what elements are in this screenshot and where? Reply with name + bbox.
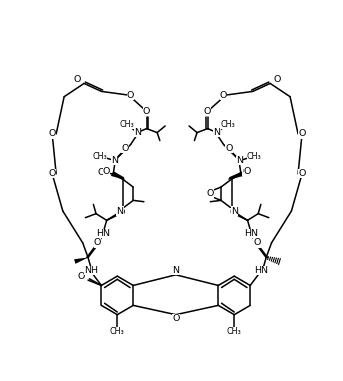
Text: O: O: [48, 169, 56, 178]
Text: O: O: [204, 107, 211, 116]
Text: O: O: [298, 130, 306, 138]
Text: O: O: [143, 107, 150, 116]
Text: N: N: [117, 207, 123, 216]
Text: O: O: [74, 75, 81, 84]
Text: HN: HN: [96, 229, 110, 238]
Text: CH₃: CH₃: [93, 152, 107, 161]
Text: N: N: [172, 266, 179, 275]
Text: O: O: [273, 75, 281, 84]
Text: N: N: [111, 156, 118, 165]
Text: O: O: [253, 239, 261, 247]
Text: N: N: [213, 128, 221, 137]
Text: CH₃: CH₃: [119, 120, 134, 129]
Text: HN: HN: [245, 229, 259, 238]
Text: NH: NH: [84, 266, 98, 275]
Text: O: O: [48, 130, 56, 138]
Text: O: O: [229, 208, 237, 217]
Text: CH₃: CH₃: [247, 152, 262, 161]
Polygon shape: [111, 172, 123, 179]
Text: O: O: [225, 144, 233, 153]
Text: O: O: [206, 189, 214, 198]
Text: O: O: [98, 168, 105, 177]
Text: O: O: [78, 272, 85, 281]
Text: O: O: [127, 91, 134, 100]
Text: N: N: [134, 128, 141, 137]
Text: O: O: [172, 314, 179, 323]
Text: O: O: [244, 166, 251, 176]
Text: N: N: [236, 156, 243, 165]
Text: O: O: [118, 208, 125, 217]
Text: HN: HN: [254, 266, 268, 275]
Text: N: N: [231, 207, 238, 216]
Text: CH₃: CH₃: [227, 327, 242, 336]
Text: O: O: [298, 169, 306, 178]
Text: O: O: [94, 239, 101, 247]
Text: O: O: [243, 166, 250, 176]
Text: O: O: [103, 166, 110, 176]
Text: CH₃: CH₃: [110, 327, 125, 336]
Text: O: O: [220, 91, 227, 100]
Text: O: O: [121, 144, 129, 153]
Text: CH₃: CH₃: [220, 120, 235, 129]
Polygon shape: [232, 172, 243, 179]
Polygon shape: [74, 258, 88, 264]
